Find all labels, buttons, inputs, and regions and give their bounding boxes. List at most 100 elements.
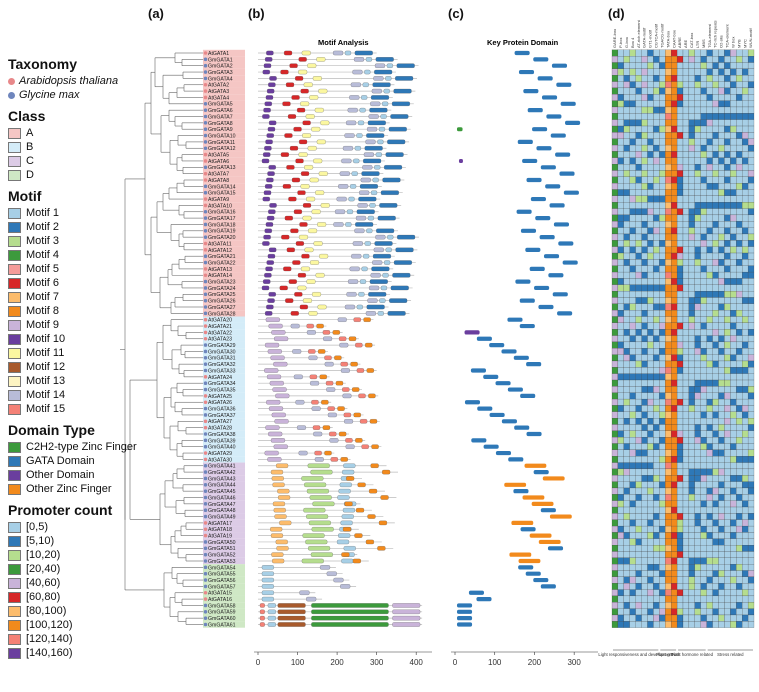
promoter-cell [653,513,660,520]
promoter-cell [611,132,619,139]
promoter-cell [747,49,755,57]
class-bands [203,49,245,628]
promoter-cell [629,437,636,444]
promoter-cell [647,367,654,374]
promoter-cell [724,621,731,628]
motif-block [367,298,378,303]
promoter-cell [742,456,749,463]
promoter-cell [635,570,642,577]
promoter-cell [629,589,636,597]
class-band-cell [203,81,245,88]
promoter-cell [718,386,725,393]
domain-block [526,431,542,437]
promoter-cell [659,335,666,343]
promoter-cell [641,81,648,89]
motif-block [358,292,365,297]
promoter-cell [659,570,666,577]
promoter-cell [629,354,636,362]
promoter-cell [635,113,642,120]
species-dot [203,229,208,233]
promoter-cell [742,259,749,266]
promoter-cell [736,151,743,158]
promoter-cell [653,411,660,419]
promoter-cell [694,430,701,438]
motif-block [341,158,352,164]
class-band-cell [203,176,245,184]
promoter-cell [647,227,654,235]
class-band-cell [203,507,245,514]
motif-block [339,342,349,348]
promoter-cell [688,411,695,419]
class-band-cell [203,494,245,501]
motif-block [264,273,272,278]
promoter-cell [730,525,737,533]
promoter-cell [694,456,701,463]
motif-block [380,114,387,119]
promoter-cell [629,252,636,260]
legend-promoter-item: [60,80) [8,590,158,604]
legend-swatch [8,577,21,589]
promoter-cell [665,386,672,393]
promoter-cell [718,170,725,177]
promoter-cell [665,138,672,146]
promoter-cell [611,157,619,165]
promoter-cell [623,132,630,139]
motif-block [359,190,370,195]
promoter-cell [623,411,630,419]
promoter-cell [712,94,719,101]
promoter-cell [659,481,666,489]
promoter-cell [688,621,695,628]
promoter-cell [676,557,684,565]
promoter-cell [665,227,672,235]
motif-block [357,203,368,208]
species-dot [203,216,208,220]
promoter-cell [676,392,684,400]
promoter-cell [694,106,701,114]
domain-block [530,196,546,202]
promoter-cell [659,221,666,228]
promoter-cell [706,411,713,419]
promoter-cell [611,62,619,69]
promoter-cell [611,100,619,108]
motif-block [302,203,312,208]
promoter-cell [688,583,695,590]
promoter-cell [718,443,725,450]
class-band-cell [203,608,245,615]
motif-block [355,438,363,443]
promoter-cell [706,405,713,412]
promoter-cell [688,576,695,584]
promoter-cell [747,252,755,260]
legend-motif-items: Motif 1 Motif 2 Motif 3 Motif 4 Motif 5 Motif… [8,206,158,416]
promoter-cell [724,106,731,114]
gene-label: AtGATA22 [208,330,232,336]
promoter-cell [623,100,630,108]
promoter-cell [653,341,660,349]
promoter-cell [629,208,636,216]
promoter-cell [718,62,725,69]
promoter-cell [736,119,743,127]
promoter-cell [659,322,666,330]
promoter-cell [682,379,690,387]
promoter-cell [665,240,672,247]
promoter-cell [706,379,713,387]
gene-label: GmGATA40 [208,445,236,451]
gene-label: AtGATA1 [208,51,229,57]
promoter-cell [700,487,707,495]
promoter-cell [611,449,619,457]
motif-block [392,273,411,278]
legend-label: C2H2-type Zinc Finger [26,441,137,453]
promoter-cell [700,386,707,393]
promoter-cell [688,329,695,336]
promoter-cell [736,519,743,527]
promoter-cell [730,519,737,527]
promoter-cell [676,81,684,89]
promoter-cell [712,360,719,368]
domain-block [507,317,523,322]
motif-block [291,95,300,100]
species-dot [203,51,208,55]
promoter-cell [694,164,701,171]
promoter-cell [718,56,725,63]
promoter-cell [641,449,648,457]
promoter-cell [623,405,630,412]
promoter-cell [700,132,707,139]
